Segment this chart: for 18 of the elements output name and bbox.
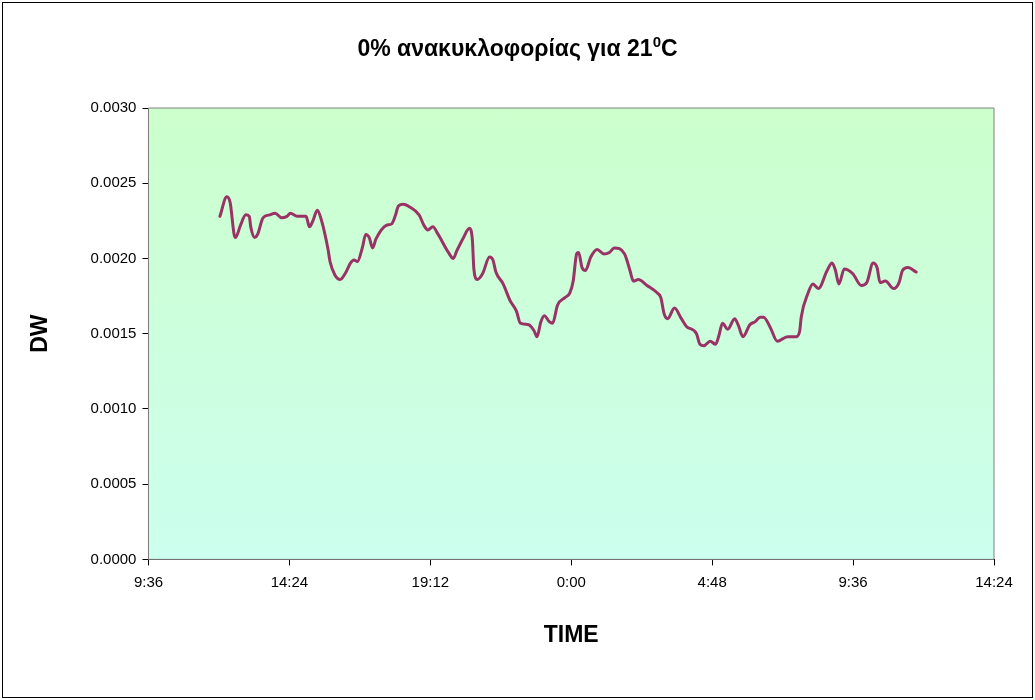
- x-axis-title: TIME: [543, 620, 599, 647]
- x-tick-label: 19:12: [411, 572, 450, 590]
- y-tick-label: 0.0000: [90, 549, 137, 567]
- y-tick-label: 0.0015: [90, 323, 137, 341]
- y-tick-label: 0.0020: [90, 248, 137, 266]
- chart-title: 0% ανακυκλοφορίας για 21$^{0}$C: [356, 33, 679, 62]
- x-tick-label: 9:36: [133, 572, 164, 590]
- line-series: [218, 195, 918, 348]
- y-tick-label: 0.0010: [90, 399, 137, 417]
- y-tick-label: 0.0025: [90, 173, 137, 191]
- x-tick-label: 4:48: [697, 572, 727, 590]
- y-tick-label: 0.0030: [90, 98, 137, 116]
- y-axis-title: DW: [26, 314, 53, 353]
- y-tick-label: 0.0005: [90, 474, 137, 492]
- x-tick-label: 0:00: [556, 572, 586, 590]
- x-tick-label: 14:24: [975, 572, 1013, 590]
- x-tick-label: 14:24: [270, 572, 309, 590]
- x-tick-label: 9:36: [838, 572, 868, 590]
